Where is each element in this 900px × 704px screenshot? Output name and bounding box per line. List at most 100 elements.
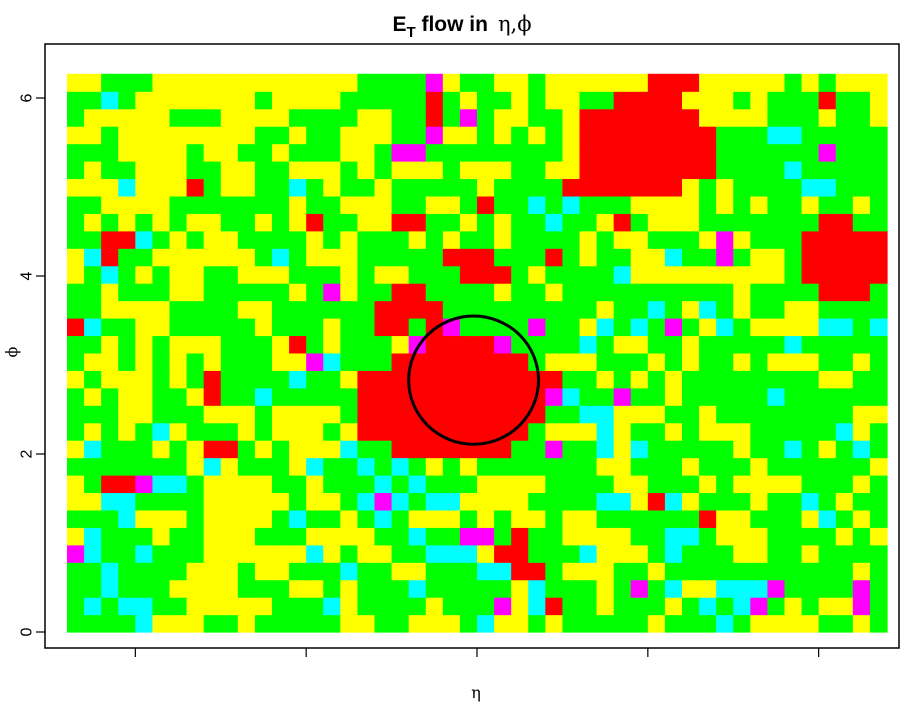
heatmap-cell — [835, 422, 854, 441]
heatmap-cell — [596, 440, 615, 459]
heatmap-cell — [852, 213, 871, 232]
heatmap-cell — [869, 579, 888, 598]
heatmap-cell — [869, 161, 888, 180]
heatmap-cell — [818, 91, 837, 110]
heatmap-cell — [203, 126, 222, 145]
heatmap-cell — [596, 300, 615, 319]
heatmap-cell — [664, 318, 683, 337]
heatmap-cell — [237, 126, 256, 145]
heatmap-cell — [579, 475, 598, 494]
heatmap-cell — [750, 230, 769, 249]
heatmap-cell — [84, 195, 102, 214]
heatmap-cell — [784, 440, 803, 459]
heatmap-cell — [835, 265, 854, 284]
heatmap-cell — [545, 562, 564, 581]
heatmap-cell — [852, 492, 871, 511]
heatmap-cell — [289, 562, 307, 581]
heatmap-cell — [494, 562, 512, 581]
heatmap-cell — [511, 562, 529, 581]
heatmap-cell — [169, 422, 188, 441]
heatmap-cell — [254, 248, 273, 267]
heatmap-cell — [528, 283, 546, 302]
heatmap-cell — [84, 300, 102, 319]
heatmap-cell — [323, 91, 341, 110]
heatmap-cell — [67, 527, 85, 546]
heatmap-cell — [118, 318, 136, 337]
heatmap-cell — [647, 91, 666, 110]
heatmap-cell — [596, 387, 615, 406]
heatmap-cell — [323, 440, 341, 459]
heatmap-cell — [340, 178, 359, 197]
heatmap-cell — [784, 492, 803, 511]
heatmap-cell — [340, 405, 359, 424]
heatmap-cell — [323, 283, 341, 302]
heatmap-cell — [101, 213, 119, 232]
heatmap-cell — [101, 405, 119, 424]
heatmap-cell — [289, 126, 307, 145]
heatmap-cell — [630, 405, 649, 424]
heatmap-cell — [374, 178, 393, 197]
heatmap-cell — [664, 527, 683, 546]
heatmap-cell — [511, 579, 529, 598]
title-main: E — [392, 13, 406, 36]
heatmap-cell — [545, 370, 564, 389]
heatmap-cell — [682, 335, 700, 354]
heatmap-cell — [425, 265, 444, 284]
heatmap-cell — [852, 405, 871, 424]
heatmap-cell — [818, 422, 837, 441]
heatmap-cell — [237, 405, 256, 424]
heatmap-cell — [545, 352, 564, 371]
heatmap-cell — [545, 108, 564, 127]
heatmap-cell — [784, 108, 803, 127]
heatmap-cell — [818, 73, 837, 92]
heatmap-cell — [733, 597, 751, 616]
heatmap-cell — [630, 213, 649, 232]
heatmap-cell — [767, 73, 786, 92]
heatmap-cell — [459, 161, 478, 180]
heatmap-cell — [425, 230, 444, 249]
heatmap-cell — [169, 335, 188, 354]
heatmap-cell — [528, 579, 546, 598]
heatmap-cell — [562, 248, 581, 267]
heatmap-cell — [477, 405, 495, 424]
heatmap-cell — [169, 195, 188, 214]
heatmap-cell — [391, 387, 410, 406]
heatmap-cell — [272, 230, 290, 249]
heatmap-cell — [579, 161, 598, 180]
heatmap-cell — [835, 475, 854, 494]
heatmap-cell — [835, 562, 854, 581]
heatmap-cell — [477, 597, 495, 616]
heatmap-cell — [579, 387, 598, 406]
heatmap-cell — [357, 143, 376, 162]
heatmap-cell — [425, 143, 444, 162]
heatmap-cell — [784, 300, 803, 319]
heatmap-cell — [750, 178, 769, 197]
heatmap-cell — [801, 161, 820, 180]
heatmap-cell — [733, 161, 751, 180]
heatmap-cell — [101, 527, 119, 546]
heatmap-cell — [750, 73, 769, 92]
heatmap-cell — [254, 108, 273, 127]
heatmap-cell — [84, 492, 102, 511]
heatmap-cell — [289, 544, 307, 563]
heatmap-cell — [528, 440, 546, 459]
heatmap-cell — [340, 265, 359, 284]
heatmap-cell — [118, 527, 136, 546]
heatmap-cell — [733, 370, 751, 389]
heatmap-cell — [237, 161, 256, 180]
heatmap-cell — [682, 108, 700, 127]
heatmap-cell — [750, 143, 769, 162]
heatmap-cell — [84, 126, 102, 145]
heatmap-cell — [579, 544, 598, 563]
heatmap-cell — [442, 108, 461, 127]
heatmap-cell — [835, 352, 854, 371]
heatmap-cell — [186, 544, 205, 563]
heatmap-cell — [186, 352, 205, 371]
heatmap-cell — [118, 143, 136, 162]
heatmap-cell — [733, 492, 751, 511]
heatmap-cell — [562, 370, 581, 389]
heatmap-cell — [203, 440, 222, 459]
heatmap-cell — [203, 562, 222, 581]
heatmap-cell — [459, 318, 478, 337]
heatmap-cell — [596, 73, 615, 92]
